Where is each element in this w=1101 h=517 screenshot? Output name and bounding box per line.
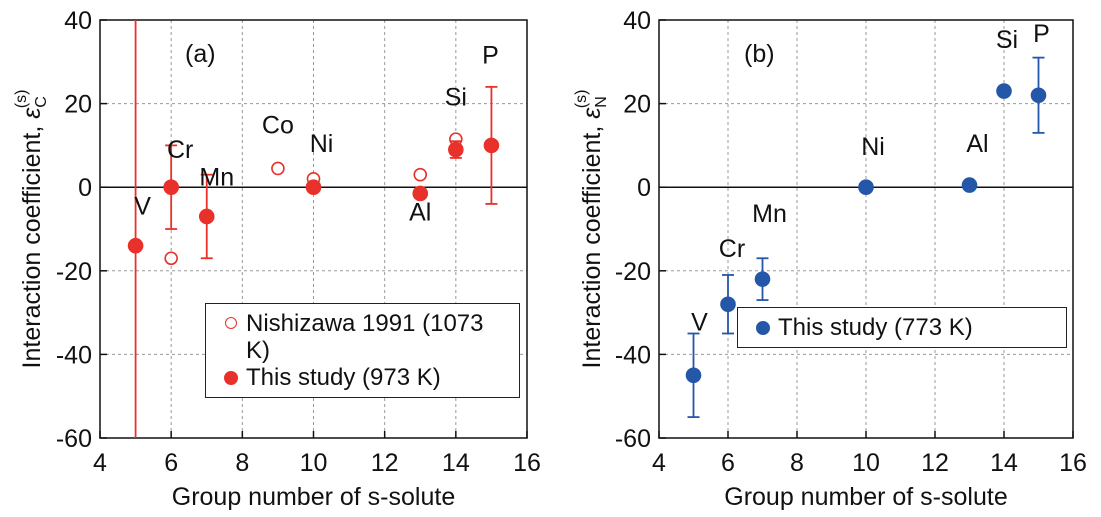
legend-entry: This study (773 K) [748, 314, 1056, 341]
legend-label: Nishizawa 1991 (1073 K) [246, 310, 484, 364]
point-label: V [691, 308, 708, 336]
x-tick-label: 10 [852, 449, 880, 477]
y-tick-label: 20 [64, 91, 92, 119]
y-label-symbol: ε [578, 107, 606, 119]
x-tick-label: 6 [721, 449, 735, 477]
point [198, 208, 215, 225]
point [1030, 87, 1047, 104]
x-tick-label: 6 [164, 449, 178, 477]
x-tick-label: 12 [371, 449, 399, 477]
legend-label: This study (973 K) [246, 364, 441, 391]
y-tick-label: -60 [615, 425, 651, 453]
point-label: Cr [167, 136, 193, 164]
point-label: Al [409, 198, 431, 226]
y-label-sub: N [593, 96, 610, 108]
point [412, 185, 429, 202]
point [164, 251, 178, 266]
y-label-sup: (s) [573, 90, 590, 109]
point [127, 237, 144, 254]
y-label-sup: (s) [13, 90, 30, 109]
legend-label: This study (773 K) [778, 314, 973, 341]
plot-frame [658, 19, 1074, 439]
legend-marker [756, 321, 770, 335]
y-tick-label: 20 [623, 91, 651, 119]
point-label: P [1033, 20, 1050, 48]
legend-marker [224, 371, 238, 385]
x-tick-label: 8 [235, 449, 249, 477]
y-tick-label: -20 [615, 258, 651, 286]
y-tick-label: -40 [615, 341, 651, 369]
x-axis-label: Group number of s-solute [724, 483, 1007, 511]
points [685, 56, 1047, 419]
point-label: P [482, 41, 499, 69]
legend-symbol [216, 310, 246, 329]
y-label-symbol: ε [18, 107, 46, 119]
point [163, 179, 179, 195]
point-label: Ni [861, 133, 885, 161]
x-tick-label: 4 [652, 449, 666, 477]
x-tick-label: 4 [93, 449, 107, 477]
y-tick-label: 40 [623, 7, 651, 35]
x-tick-label: 10 [300, 449, 328, 477]
legend: This study (773 K) [737, 307, 1067, 348]
panel-label: (b) [744, 40, 775, 68]
point-label: Ni [310, 130, 334, 158]
point-label: Si [445, 84, 467, 112]
point [448, 141, 464, 158]
point [413, 167, 428, 182]
point [754, 271, 771, 287]
point-label: Mn [752, 200, 787, 228]
point [685, 367, 702, 384]
points [127, 20, 500, 438]
point [961, 177, 978, 193]
legend-entry: This study (973 K) [216, 364, 509, 391]
point [720, 296, 736, 313]
x-tick-label: 16 [1059, 449, 1087, 477]
x-tick-label: 12 [921, 449, 949, 477]
legend-entry: Nishizawa 1991 (1073 K) [216, 310, 509, 364]
x-tick-label: 8 [790, 449, 804, 477]
x-tick-label: 14 [442, 449, 470, 477]
point [305, 179, 322, 195]
y-label-text: Interaction coefficient, [578, 119, 606, 369]
point-label: Co [262, 111, 294, 139]
point-label: V [134, 193, 151, 221]
y-tick-label: 40 [64, 7, 92, 35]
panel-label: (a) [185, 40, 216, 68]
panel: 4 6 8 10 12 14 16 -60 -40 -20 0 20 40 Group number of… [573, 7, 1087, 511]
y-label-sub: C [33, 96, 50, 108]
legend-symbol [216, 364, 246, 385]
point-label: Cr [719, 235, 745, 263]
point [271, 161, 285, 176]
y-axis-label: Interaction coefficient, εN(s) [573, 90, 610, 369]
y-axis-label: Interaction coefficient, εC(s) [13, 90, 50, 369]
y-tick-label: -40 [56, 341, 92, 369]
y-label-text: Interaction coefficient, [18, 119, 46, 369]
legend-symbol [748, 314, 778, 335]
x-tick-label: 14 [990, 449, 1018, 477]
y-tick-label: 0 [78, 174, 92, 202]
x-tick-label: 16 [513, 449, 541, 477]
panel: 4 6 8 10 12 14 16 -60 -40 -20 0 20 40 Group number of… [13, 7, 541, 511]
point [996, 83, 1012, 99]
x-axis-label: Group number of s-solute [172, 483, 455, 511]
y-tick-label: -20 [56, 258, 92, 286]
point-label: Al [966, 130, 988, 158]
y-tick-label: -60 [56, 425, 92, 453]
point [858, 179, 874, 195]
point-label: Si [996, 26, 1018, 54]
point-label: Mn [199, 163, 234, 191]
legend-marker [225, 317, 237, 329]
y-tick-label: 0 [637, 174, 651, 202]
plot-frame [99, 19, 528, 439]
legend: Nishizawa 1991 (1073 K) This study (973 K… [205, 303, 520, 398]
point [483, 137, 500, 154]
